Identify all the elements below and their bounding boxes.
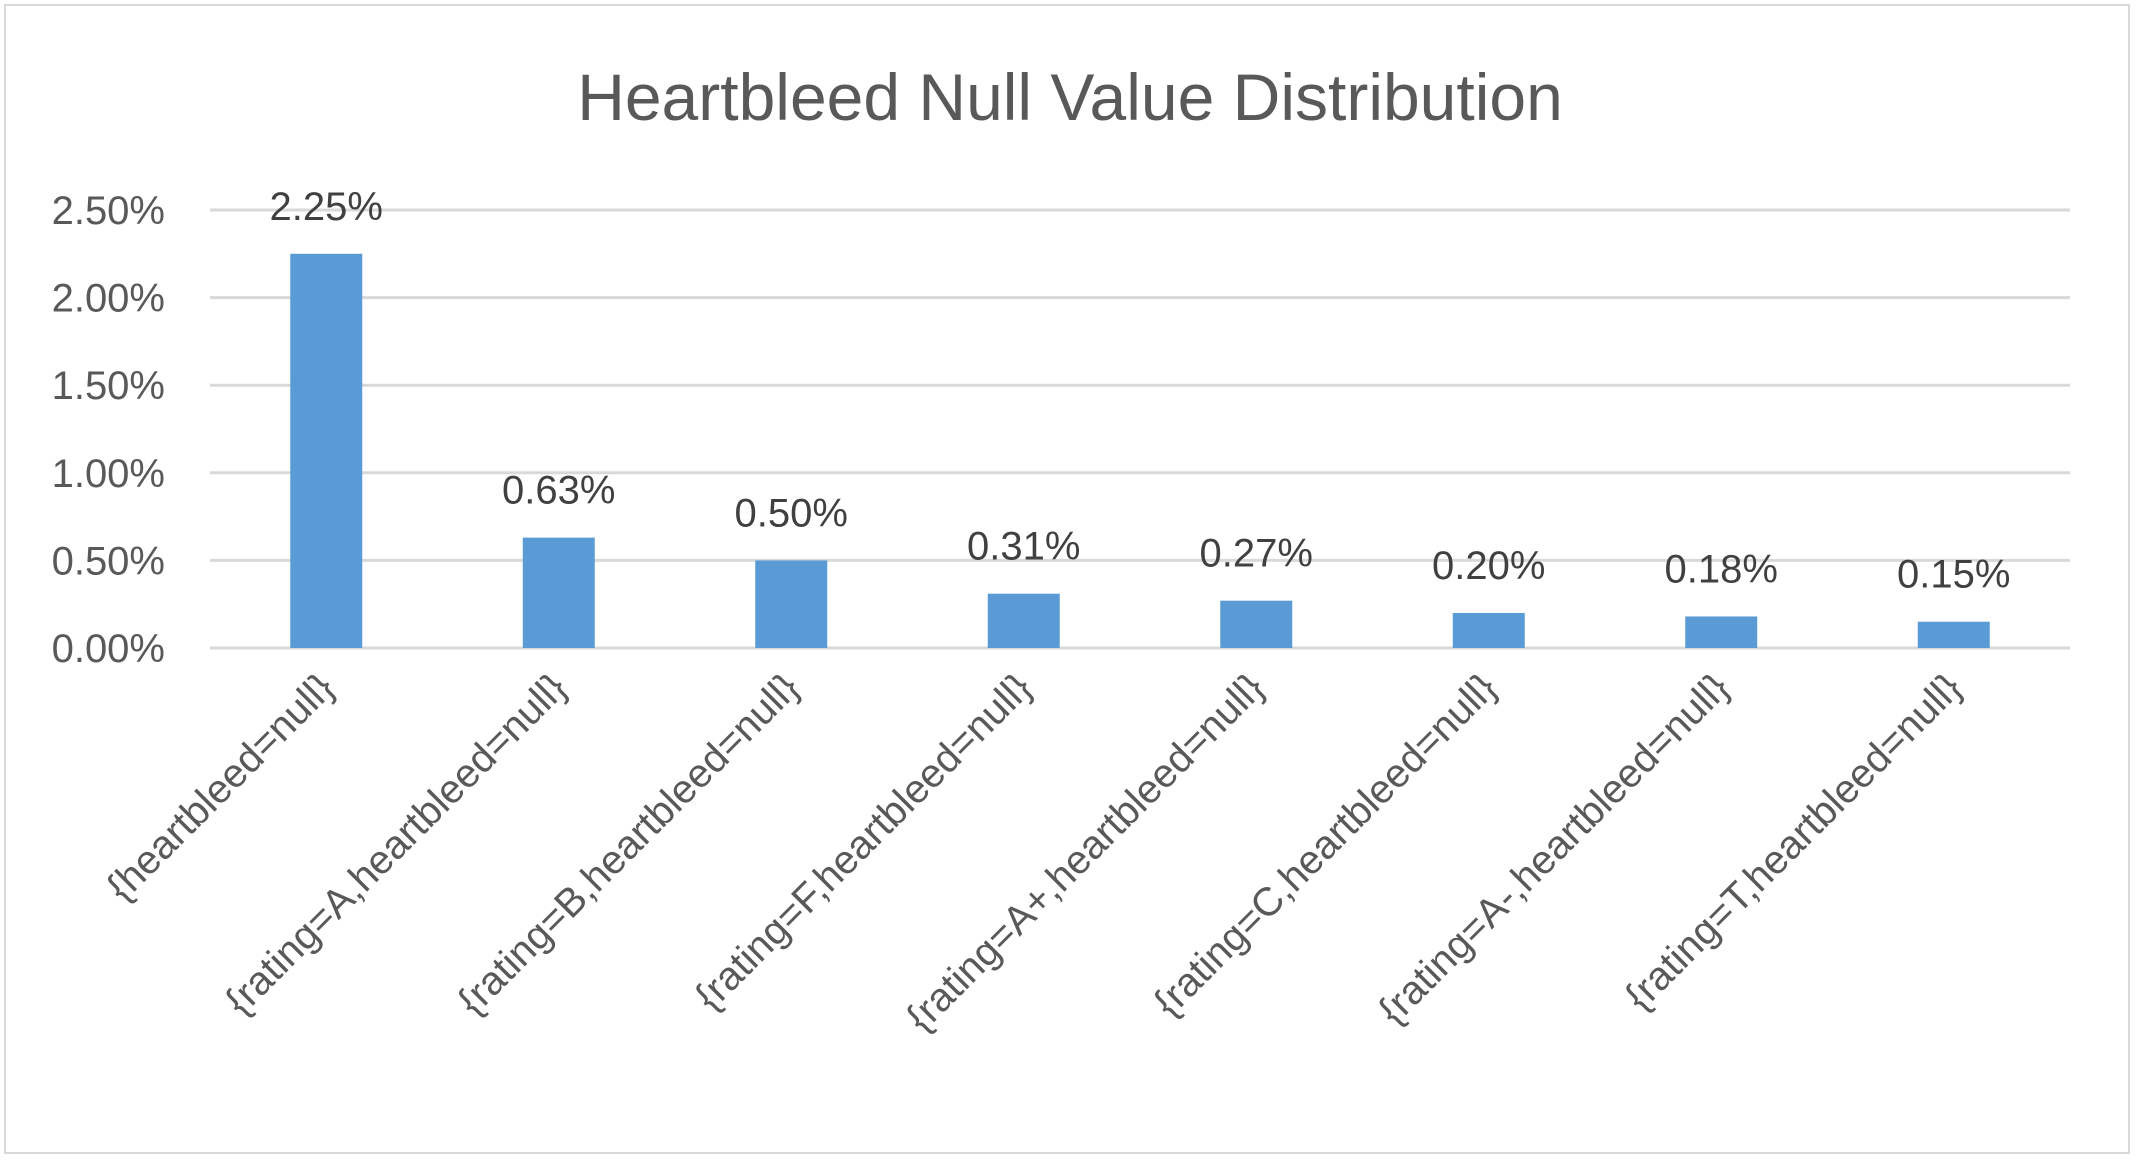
data-label: 2.25%: [270, 185, 383, 229]
y-tick-label: 0.50%: [52, 539, 165, 583]
data-label: 0.31%: [967, 525, 1080, 569]
y-axis-tick-labels: 0.00% 0.50% 1.00% 1.50% 2.00% 2.50%: [52, 189, 165, 671]
data-label: 0.27%: [1200, 532, 1313, 576]
bar: [987, 593, 1060, 648]
y-tick-label: 1.00%: [52, 452, 165, 496]
y-tick-label: 1.50%: [52, 364, 165, 408]
gridlines: [210, 208, 2070, 650]
bar: [1452, 612, 1525, 648]
data-label: 0.18%: [1665, 547, 1778, 591]
y-tick-label: 0.00%: [52, 627, 165, 671]
chart-title: Heartbleed Null Value Distribution: [577, 60, 1563, 134]
y-tick-label: 2.00%: [52, 277, 165, 321]
data-label: 0.63%: [502, 469, 615, 513]
bar: [522, 537, 595, 648]
bar: [1685, 616, 1758, 648]
bar: [1220, 600, 1293, 648]
bars: [290, 253, 1990, 649]
y-tick-label: 2.50%: [52, 189, 165, 233]
bar: [1917, 621, 1990, 648]
data-labels: 2.25% 0.63% 0.50% 0.31% 0.27% 0.20% 0.18% 0.15%: [270, 185, 2011, 597]
x-axis-category-labels: {heartbleed=null}{rating=A,heartbleed=nu…: [98, 665, 1970, 1040]
x-tick-label: {heartbleed=null}: [98, 665, 342, 909]
data-label: 0.15%: [1897, 553, 2010, 597]
data-label: 0.50%: [735, 491, 848, 535]
bar: [290, 253, 363, 649]
bar: [755, 560, 828, 648]
data-label: 0.20%: [1432, 544, 1545, 588]
